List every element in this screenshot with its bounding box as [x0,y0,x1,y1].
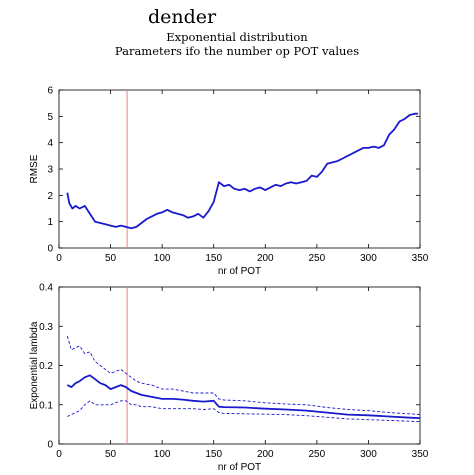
chart1-xtick-label: 0 [56,253,62,264]
chart1-xlabel: nr of POT [218,266,261,277]
chart2-ytick-label: 0 [47,440,53,451]
chart2-xtick-label: 50 [105,449,117,460]
chart1-ytick-label: 6 [47,86,53,97]
chart2-series-line [66,374,421,419]
chart1-ylabel: RMSE [29,154,40,183]
chart1-plot-area [58,89,421,249]
chart1-xtick-label: 150 [205,253,222,264]
chart2-xlabel: nr of POT [218,462,261,473]
chart2-ytick-label: 0.1 [39,400,53,411]
figure-title: dender [148,6,217,28]
chart1-xtick-label: 350 [412,253,429,264]
chart1-ytick-label: 5 [47,112,53,123]
figure-subtitle-distribution: Exponential distribution [166,30,308,44]
chart2-xtick-label: 250 [309,449,326,460]
chart2-ytick-label: 0.4 [39,283,53,294]
chart2-xtick-label: 150 [205,449,222,460]
chart1-xtick-label: 100 [154,253,171,264]
chart2-plot-area [58,286,421,445]
chart1-xtick-label: 250 [309,253,326,264]
chart2-xtick-label: 300 [360,449,377,460]
chart1-ytick-label: 1 [47,217,53,228]
chart2-confidence-bound-line [67,400,421,423]
chart2-ytick-label: 0.2 [39,361,53,372]
chart2-xtick-label: 100 [154,449,171,460]
chart2-ytick-label: 0.3 [39,322,53,333]
chart1-ytick-label: 2 [47,191,53,202]
chart2-xtick-label: 0 [56,449,62,460]
chart1-series-line [66,112,418,230]
figure-subtitle-parameters: Parameters ifo the number op POT values [114,44,360,58]
chart2-xtick-label: 200 [257,449,274,460]
chart2-confidence-bound-line [66,335,421,416]
chart2-xtick-label: 350 [412,449,429,460]
chart2-ylabel: Exponential lambda [29,321,40,409]
chart1-xtick-label: 300 [360,253,377,264]
chart1-ytick-label: 0 [47,244,53,255]
chart1-ytick-label: 3 [47,165,53,176]
chart1-xtick-label: 50 [105,253,117,264]
chart1-xtick-label: 200 [257,253,274,264]
chart1-ytick-label: 4 [47,138,53,149]
